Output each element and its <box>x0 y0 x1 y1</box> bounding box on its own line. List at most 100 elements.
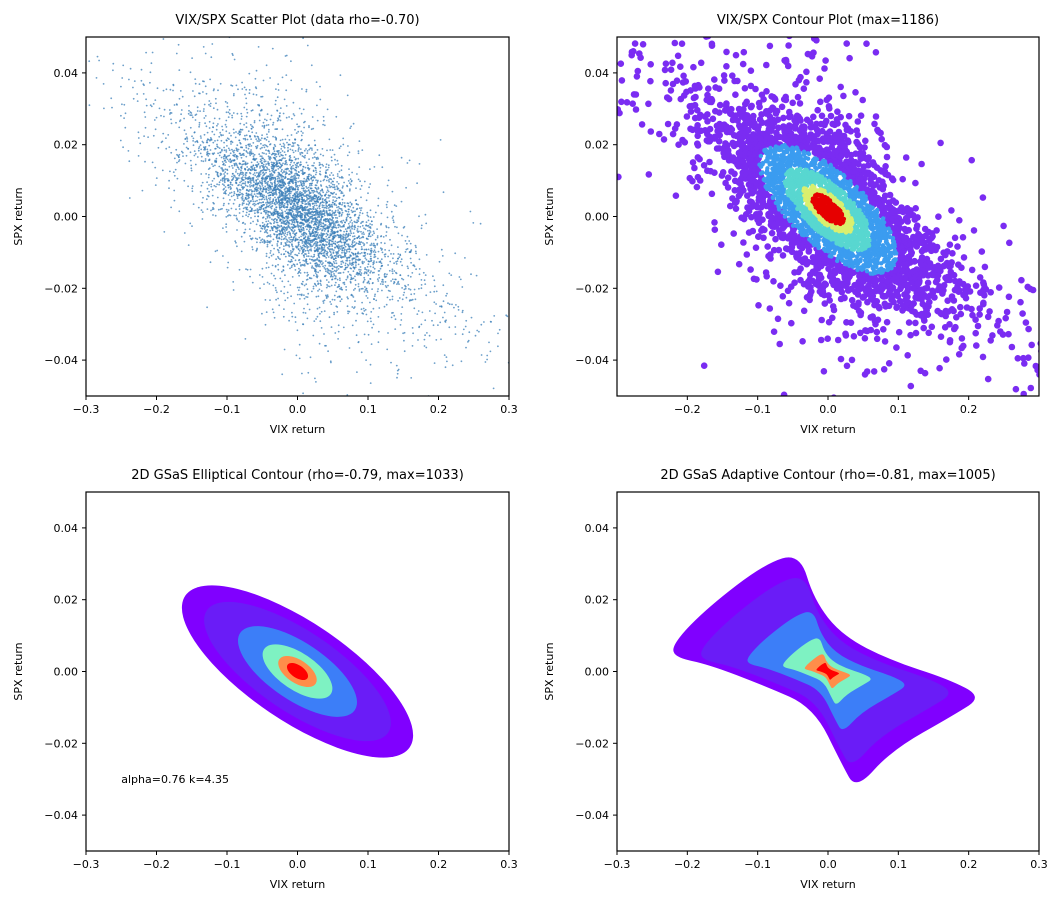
scatter-point <box>269 235 272 238</box>
scatter-point <box>307 166 309 169</box>
scatter-point <box>255 69 258 72</box>
scatter-point <box>376 228 378 231</box>
scatter-point <box>310 226 313 229</box>
scatter-point <box>210 183 213 186</box>
scatter-point <box>323 245 326 247</box>
scatter-point <box>302 132 304 134</box>
scatter-point <box>259 230 262 233</box>
scatter-point <box>328 261 331 264</box>
scatter-point <box>203 117 206 119</box>
scatter-point <box>360 274 362 276</box>
scatter-point <box>128 197 131 199</box>
scatter-point <box>320 217 323 220</box>
scatter-point <box>261 195 263 198</box>
scatter-point <box>308 144 310 147</box>
scatter-point <box>331 149 334 152</box>
scatter-point <box>287 149 289 152</box>
scatter-point <box>286 233 289 236</box>
scatter-point <box>334 332 337 334</box>
scatter-point <box>353 306 356 308</box>
scatter-point <box>274 196 276 199</box>
scatter-point <box>313 242 316 245</box>
scatter-point <box>265 139 268 141</box>
scatter-point <box>296 225 299 227</box>
scatter-point <box>316 156 319 159</box>
scatter-point <box>278 251 280 254</box>
scatter-point <box>275 198 278 201</box>
scatter-point <box>354 243 357 246</box>
scatter-point <box>290 187 293 189</box>
scatter-point <box>286 228 289 230</box>
scatter-point <box>267 131 270 133</box>
scatter-point <box>279 119 282 122</box>
scatter-point <box>415 268 417 271</box>
scatter-point <box>306 275 309 277</box>
scatter-point <box>288 181 290 184</box>
scatter-point <box>316 315 319 318</box>
scatter-point <box>546 376 548 378</box>
scatter-point <box>287 222 289 224</box>
scatter-point <box>353 224 356 227</box>
scatter-point <box>365 287 368 290</box>
scatter-point <box>314 272 317 274</box>
scatter-point <box>340 176 343 179</box>
scatter-point <box>275 137 277 139</box>
scatter-point <box>299 231 302 233</box>
scatter-point <box>313 156 316 159</box>
scatter-point <box>297 201 299 204</box>
scatter-point <box>213 184 216 187</box>
scatter-point <box>457 309 460 311</box>
scatter-point <box>274 265 277 267</box>
scatter-point <box>386 200 389 203</box>
scatter-point <box>314 210 317 213</box>
scatter-point <box>378 154 381 157</box>
scatter-point <box>277 257 280 260</box>
scatter-point <box>341 237 344 240</box>
scatter-point <box>211 163 213 166</box>
scatter-point <box>249 179 252 182</box>
scatter-point <box>429 291 432 293</box>
scatter-point <box>288 191 291 193</box>
scatter-point <box>332 402 334 404</box>
scatter-point <box>319 320 322 323</box>
scatter-point <box>271 194 274 197</box>
scatter-point <box>268 194 271 197</box>
scatter-point <box>341 221 343 224</box>
scatter-point <box>132 86 134 89</box>
scatter-point <box>411 272 414 274</box>
scatter-point <box>251 198 254 201</box>
scatter-point <box>300 235 302 238</box>
scatter-point <box>320 185 323 187</box>
scatter-point <box>331 219 333 222</box>
scatter-point <box>259 167 261 169</box>
scatter-point <box>247 203 250 206</box>
scatter-point <box>384 276 387 278</box>
scatter-point <box>314 212 317 215</box>
scatter-point <box>355 261 357 264</box>
scatter-point <box>172 84 175 87</box>
scatter-point <box>360 241 363 244</box>
scatter-point <box>329 149 332 151</box>
scatter-point <box>333 153 336 156</box>
scatter-point <box>216 183 219 186</box>
scatter-point <box>295 225 297 228</box>
scatter-point <box>342 238 345 241</box>
scatter-point <box>214 250 217 253</box>
scatter-point <box>325 201 328 204</box>
scatter-point <box>260 159 263 162</box>
scatter-point <box>336 278 339 281</box>
scatter-point <box>241 154 243 157</box>
scatter-point <box>291 245 294 248</box>
scatter-point <box>167 134 170 136</box>
scatter-point <box>357 259 360 262</box>
scatter-point <box>262 144 265 147</box>
scatter-point <box>336 173 339 175</box>
scatter-point <box>261 185 264 187</box>
scatter-point <box>344 262 347 265</box>
scatter-point <box>343 251 346 254</box>
scatter-point <box>369 223 371 225</box>
scatter-point <box>248 228 251 231</box>
scatter-point <box>362 307 365 310</box>
scatter-point <box>197 149 200 152</box>
scatter-point <box>319 261 322 264</box>
